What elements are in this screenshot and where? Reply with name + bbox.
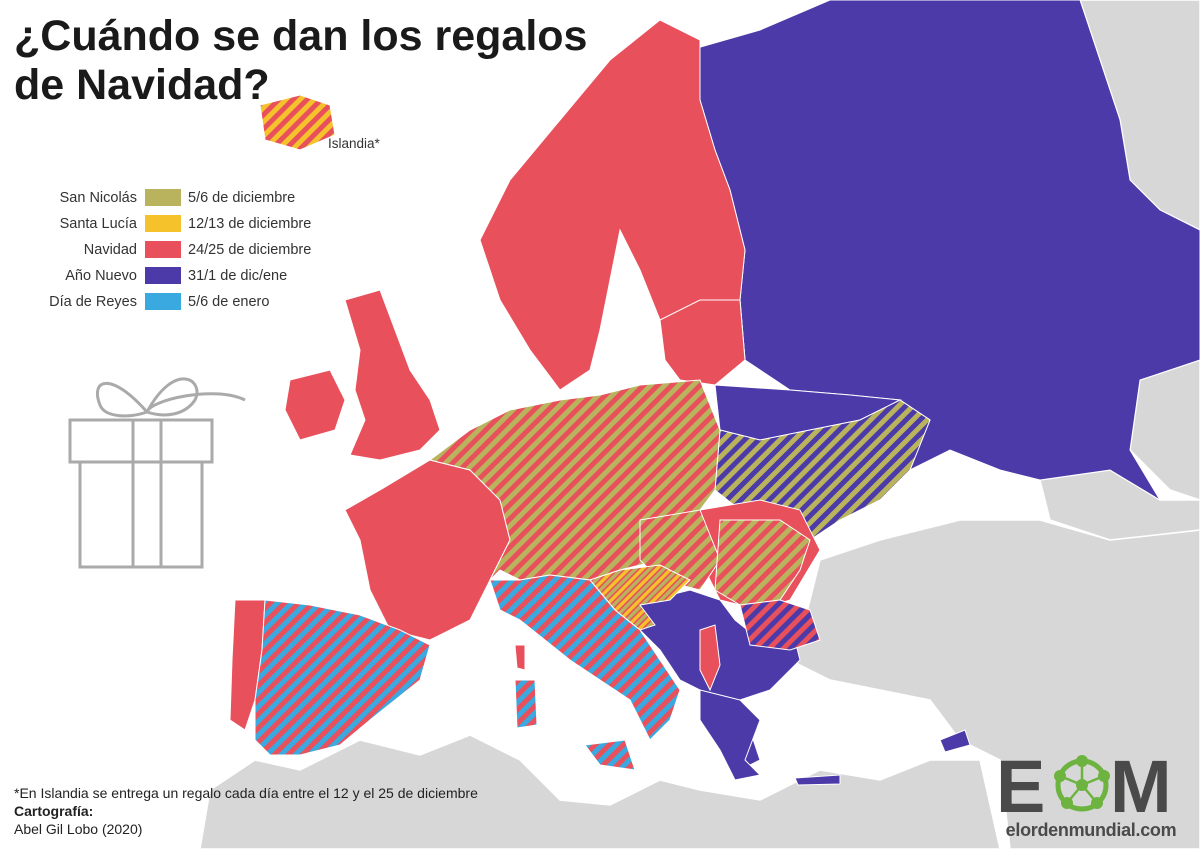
legend-value: 12/13 de diciembre	[188, 216, 312, 232]
credit-label: Cartografía:	[14, 803, 94, 819]
switzerland-italy-north	[489, 574, 681, 741]
title-line-2: de Navidad?	[14, 61, 270, 109]
legend-label: Día de Reyes	[49, 294, 137, 310]
bulgaria	[739, 599, 821, 651]
legend-value: 5/6 de diciembre	[188, 190, 296, 206]
cyprus	[939, 729, 971, 753]
romania-hatch	[714, 519, 811, 606]
eom-logo: E M elordenmundial.com	[996, 752, 1186, 842]
logo-url: elordenmundial.com	[1005, 820, 1177, 840]
scandinavia	[479, 19, 746, 391]
sicily	[584, 739, 636, 771]
france	[344, 459, 511, 641]
legend-value: 5/6 de enero	[188, 294, 270, 310]
network-circle-icon	[1054, 755, 1110, 812]
legend-swatch-san-nicolas	[145, 189, 181, 206]
legend-swatch-navidad	[145, 241, 181, 258]
legend-value: 24/25 de diciembre	[188, 242, 312, 258]
legend-label: San Nicolás	[59, 190, 137, 206]
gift-box-illustration	[68, 377, 246, 569]
logo-letter-m: M	[1110, 752, 1172, 818]
footnote-note: *En Islandia se entrega un regalo cada d…	[14, 785, 478, 801]
ireland	[284, 369, 346, 441]
legend-label: Santa Lucía	[59, 216, 137, 232]
legend-swatch-santa-lucia	[145, 215, 181, 232]
legend-swatch-dia-de-reyes	[145, 293, 181, 310]
great-britain	[344, 289, 441, 461]
logo-letters: E M	[996, 752, 1172, 818]
logo-letter-e: E	[996, 752, 1045, 818]
iceland-label: Islandia*	[328, 136, 380, 151]
spain	[254, 599, 431, 756]
credit-author: Abel Gil Lobo (2020)	[14, 821, 143, 837]
crete	[794, 774, 841, 786]
title-line-1: ¿Cuándo se dan los regalos	[14, 12, 588, 60]
legend-swatch-ano-nuevo	[145, 267, 181, 284]
reyes-region	[254, 574, 681, 771]
page-title: ¿Cuándo se dan los regalos de Navidad?	[14, 12, 654, 110]
legend-label: Navidad	[83, 242, 137, 258]
sardinia	[514, 679, 538, 729]
finland-baltics	[659, 299, 746, 386]
albania	[699, 624, 721, 692]
legend-label: Año Nuevo	[65, 268, 137, 284]
legend-value: 31/1 de dic/ene	[188, 268, 288, 284]
greece	[699, 689, 762, 781]
footnote: *En Islandia se entrega un regalo cada d…	[14, 784, 478, 838]
iceland	[259, 94, 336, 151]
north-africa	[199, 734, 1001, 849]
corsica	[514, 644, 526, 671]
